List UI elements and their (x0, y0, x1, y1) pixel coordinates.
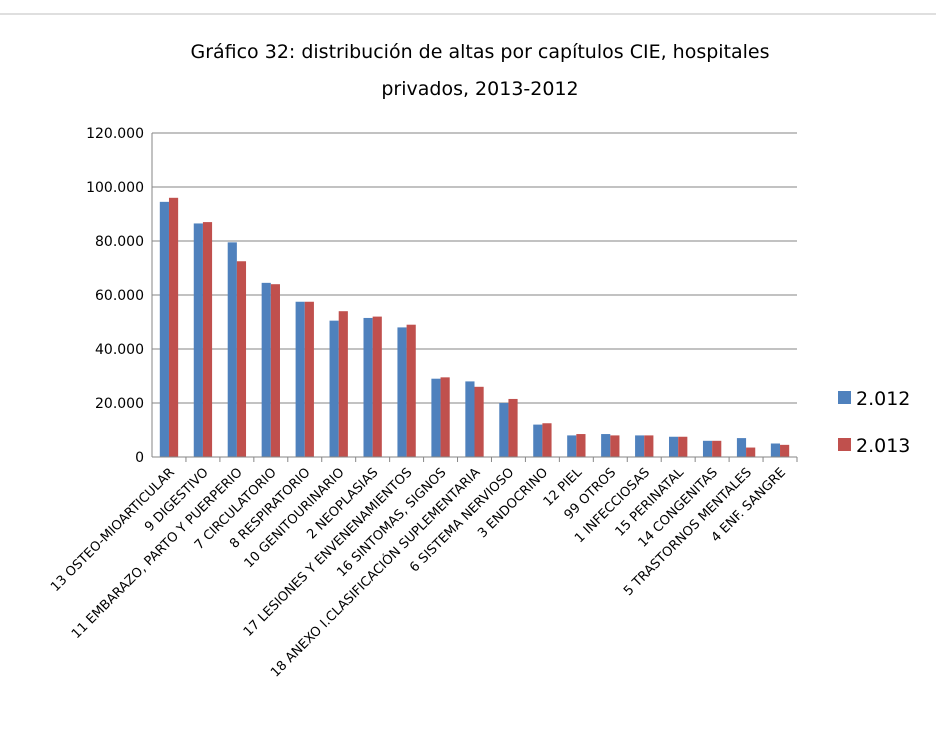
bar (712, 440, 722, 457)
legend-swatch (838, 438, 851, 451)
bar (406, 324, 416, 457)
x-tick-label: 13 OSTEO-MIOARTICULAR (48, 465, 178, 595)
y-tick-label: 20.000 (95, 396, 144, 412)
bar (533, 424, 543, 457)
legend-label: 2.012 (856, 388, 910, 410)
y-tick-label: 40.000 (95, 342, 144, 358)
bar (168, 197, 179, 458)
bar (474, 386, 484, 457)
bar (193, 223, 203, 457)
y-tick-label: 120.000 (86, 126, 144, 142)
bar (465, 381, 475, 457)
legend-label: 2.013 (856, 435, 910, 457)
bar (508, 398, 518, 457)
bar (610, 435, 620, 457)
chart-title: privados, 2013-2012 (381, 78, 578, 100)
legend-swatch (838, 391, 851, 404)
bar (440, 377, 450, 457)
bar (329, 320, 339, 457)
bar (304, 301, 314, 457)
y-tick-label: 100.000 (86, 180, 144, 196)
bar (702, 440, 713, 457)
bar (363, 317, 373, 457)
bar (678, 436, 688, 457)
bar (295, 301, 305, 457)
bar (261, 282, 271, 457)
chart-title: Gráfico 32: distribución de altas por ca… (190, 41, 769, 63)
bar (202, 222, 213, 457)
bar (372, 316, 382, 457)
bar (338, 311, 348, 457)
bar (431, 378, 441, 457)
bar (542, 423, 552, 457)
bar (635, 435, 645, 457)
bar (780, 444, 790, 457)
bar (644, 435, 654, 457)
y-tick-label: 0 (135, 450, 144, 466)
bar (669, 436, 679, 457)
bar (159, 201, 169, 457)
bar (236, 261, 247, 457)
bar (746, 447, 756, 457)
bar (270, 284, 280, 457)
bar (499, 403, 509, 457)
y-tick-label: 80.000 (95, 234, 144, 250)
bar (397, 327, 407, 457)
bar (576, 434, 586, 457)
bar (227, 242, 237, 457)
bar (567, 435, 577, 457)
y-tick-label: 60.000 (95, 288, 144, 304)
bar (601, 434, 611, 457)
bar (770, 443, 781, 457)
bar (736, 438, 747, 457)
